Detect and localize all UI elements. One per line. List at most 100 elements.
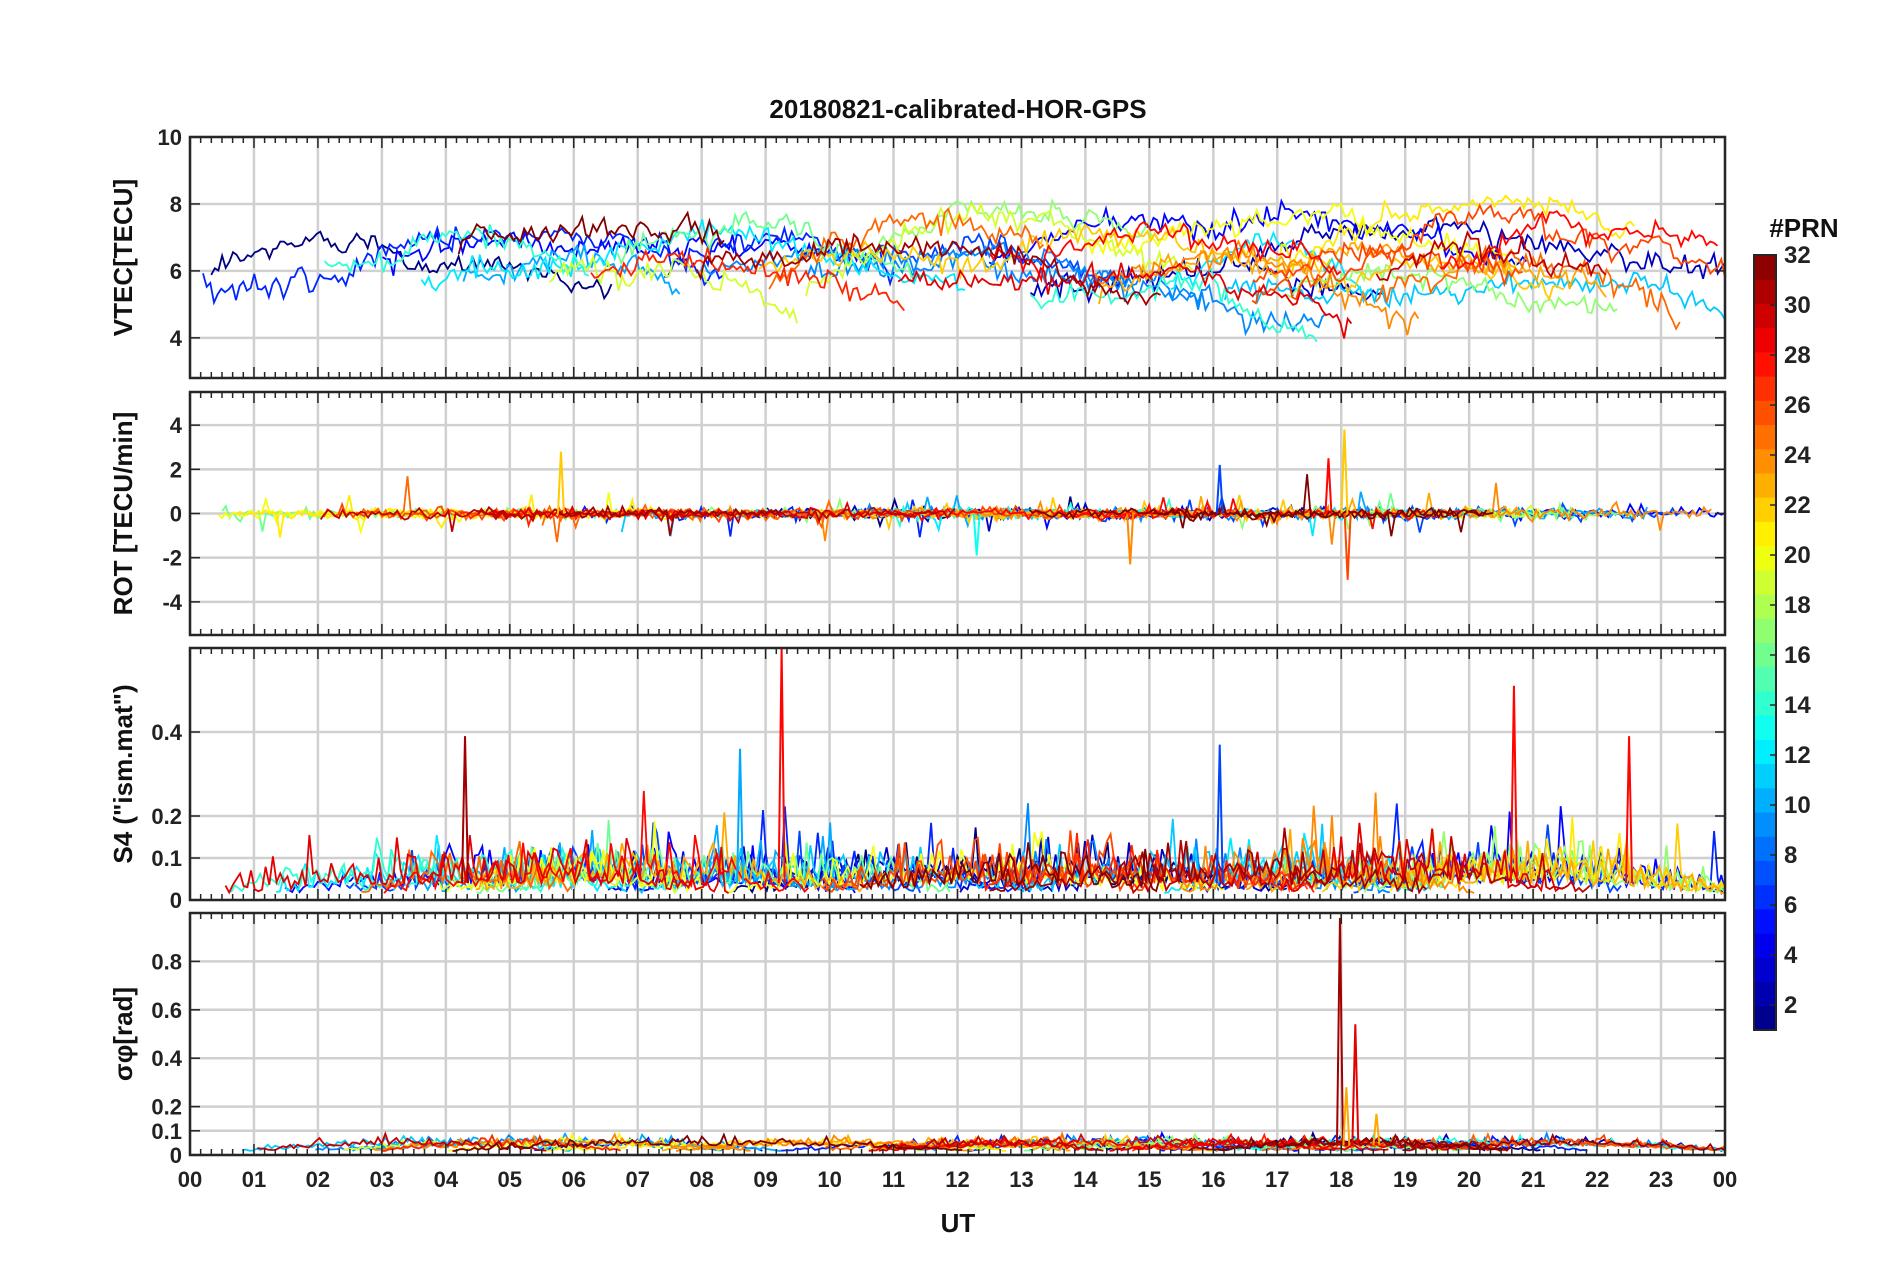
spike-rot-1 [1343, 513, 1352, 580]
panel-rot-ylabel: ROT [TECU/min] [108, 412, 138, 616]
colorbar-tick-label: 2 [1784, 992, 1797, 1019]
panel-s4-ytick-label: 0.4 [151, 720, 182, 745]
panel-rot-ytick-label: 4 [170, 413, 183, 438]
x-tick-label: 11 [882, 1167, 905, 1192]
series-prn-30 [1128, 836, 1591, 895]
spike-rot-2 [1324, 458, 1333, 514]
spike-s4-4 [1215, 744, 1224, 884]
series-prn-25 [1375, 244, 1681, 331]
series-prn-10 [462, 243, 681, 296]
colorbar-tick-label: 24 [1784, 442, 1811, 469]
series-prn-31 [555, 504, 784, 536]
panel-rot-ytick-label: -4 [162, 590, 182, 615]
x-tick-label: 23 [1649, 1167, 1673, 1192]
series-prn-31 [989, 827, 1428, 895]
x-tick-label: 07 [625, 1167, 649, 1192]
x-tick-label: 02 [306, 1167, 330, 1192]
colorbar-frame [1753, 254, 1777, 1031]
panel-vtec: 4 6 8 10 VTEC[TECU] [108, 125, 1727, 380]
spike-s4-0 [777, 648, 786, 884]
series-prn-14 [323, 224, 590, 277]
x-tick-label: 05 [498, 1167, 522, 1192]
series-prn-30 [878, 1134, 1104, 1152]
x-tick-label: 22 [1585, 1167, 1609, 1192]
panel-sigma-ytick-label: 0.4 [151, 1046, 182, 1071]
x-tick-label: 08 [689, 1167, 713, 1192]
colorbar-tick-label: 22 [1784, 492, 1811, 519]
panel-rot-ytick-label: -2 [162, 546, 182, 571]
spike-rot-3 [1126, 513, 1135, 565]
series-prn-27 [977, 832, 1315, 893]
x-tick-label: 18 [1329, 1167, 1353, 1192]
x-tick-label: 00 [178, 1167, 202, 1192]
panel-sigma-ytick-label: 0.8 [151, 949, 182, 974]
series-prn-12 [1170, 230, 1370, 296]
x-axis-label: UT [941, 1208, 976, 1238]
panel-rot-ytick-label: 2 [170, 457, 182, 482]
colorbar-tick-label: 28 [1784, 342, 1811, 369]
colorbar-tick-label: 16 [1784, 642, 1811, 669]
series-prn-27 [381, 1133, 621, 1152]
colorbar-tick-label: 14 [1784, 692, 1811, 719]
x-tick-label: 19 [1393, 1167, 1417, 1192]
x-tick-label: 13 [1009, 1167, 1033, 1192]
panel-s4-ytick-label: 0.1 [151, 846, 182, 871]
panel-vtec-series [202, 194, 1725, 343]
series-prn-30 [1375, 230, 1607, 282]
spike-sigma-3 [1372, 1113, 1381, 1146]
series-prn-26 [1251, 242, 1523, 305]
panel-s4-ylabel: S4 ("ism.mat") [108, 684, 138, 863]
x-tick-label: 01 [242, 1167, 266, 1192]
panel-sigma-ytick-label: 0.6 [151, 998, 182, 1023]
colorbar-tick-label: 32 [1784, 242, 1811, 269]
panel-s4-ytick-label: 0 [170, 888, 182, 913]
x-tick-label: 04 [434, 1167, 459, 1192]
panel-sigma: 00.10.2 0.4 0.6 0.8 σφ[rad] 00 01 02 03 04 05 06 07 0… [108, 911, 1737, 1192]
panel-vtec-ytick-label: 4 [170, 326, 183, 351]
panel-sigma-series [241, 917, 1725, 1152]
series-prn-16 [476, 820, 951, 894]
panel-vtec-ytick-label: 6 [170, 259, 182, 284]
series-prn-32 [859, 842, 1165, 893]
series-prn-12 [420, 219, 966, 292]
series-prn-3 [1252, 215, 1725, 280]
series-prn-32 [452, 1132, 963, 1152]
series-prn-25 [824, 1131, 1205, 1152]
series-prn-5 [988, 198, 1527, 271]
series-prn-28 [989, 221, 1342, 283]
series-prn-23 [475, 812, 872, 893]
panel-rot-series [217, 429, 1725, 580]
x-tick-label: 12 [945, 1167, 969, 1192]
series-prn-21 [1277, 194, 1635, 272]
panel-s4-series [224, 648, 1725, 896]
series-prn-14 [1029, 264, 1318, 343]
series-prn-28 [888, 501, 1172, 522]
panel-vtec-ytick-label: 8 [170, 192, 182, 217]
x-tick-label: 14 [1073, 1167, 1098, 1192]
colorbar-tick-label: 8 [1784, 842, 1797, 869]
series-prn-28 [1439, 210, 1719, 270]
spike-rot-6 [1215, 464, 1224, 514]
panel-rot-ytick-label: 0 [170, 502, 182, 527]
x-tick-label: 20 [1457, 1167, 1481, 1192]
series-prn-29 [897, 260, 1353, 339]
spike-rot-0 [1340, 429, 1349, 514]
series-prn-30 [257, 1131, 547, 1152]
series-prn-20 [1084, 202, 1518, 277]
colorbar-tick-label: 18 [1784, 592, 1811, 619]
colorbar-tick-label: 4 [1784, 942, 1798, 969]
series-prn-31 [695, 232, 1161, 307]
panel-sigma-ytick-label: 0 [170, 1143, 182, 1168]
panel-sigma-ytick-label: 0.1 [151, 1119, 182, 1144]
spike-s4-3 [1625, 736, 1634, 884]
x-tick-label: 15 [1137, 1167, 1161, 1192]
series-prn-32 [1213, 1133, 1502, 1152]
series-prn-32 [1028, 474, 1494, 529]
panel-rot: -4 -2 0 2 4 ROT [TECU/min] [108, 390, 1727, 637]
x-tick-label: 06 [562, 1167, 586, 1192]
panel-sigma-ylabel: σφ[rad] [108, 987, 138, 1081]
chart-title: 20180821-calibrated-HOR-GPS [769, 94, 1146, 124]
panel-s4-ytick-label: 0.2 [151, 804, 182, 829]
x-tick-label: 10 [817, 1167, 841, 1192]
